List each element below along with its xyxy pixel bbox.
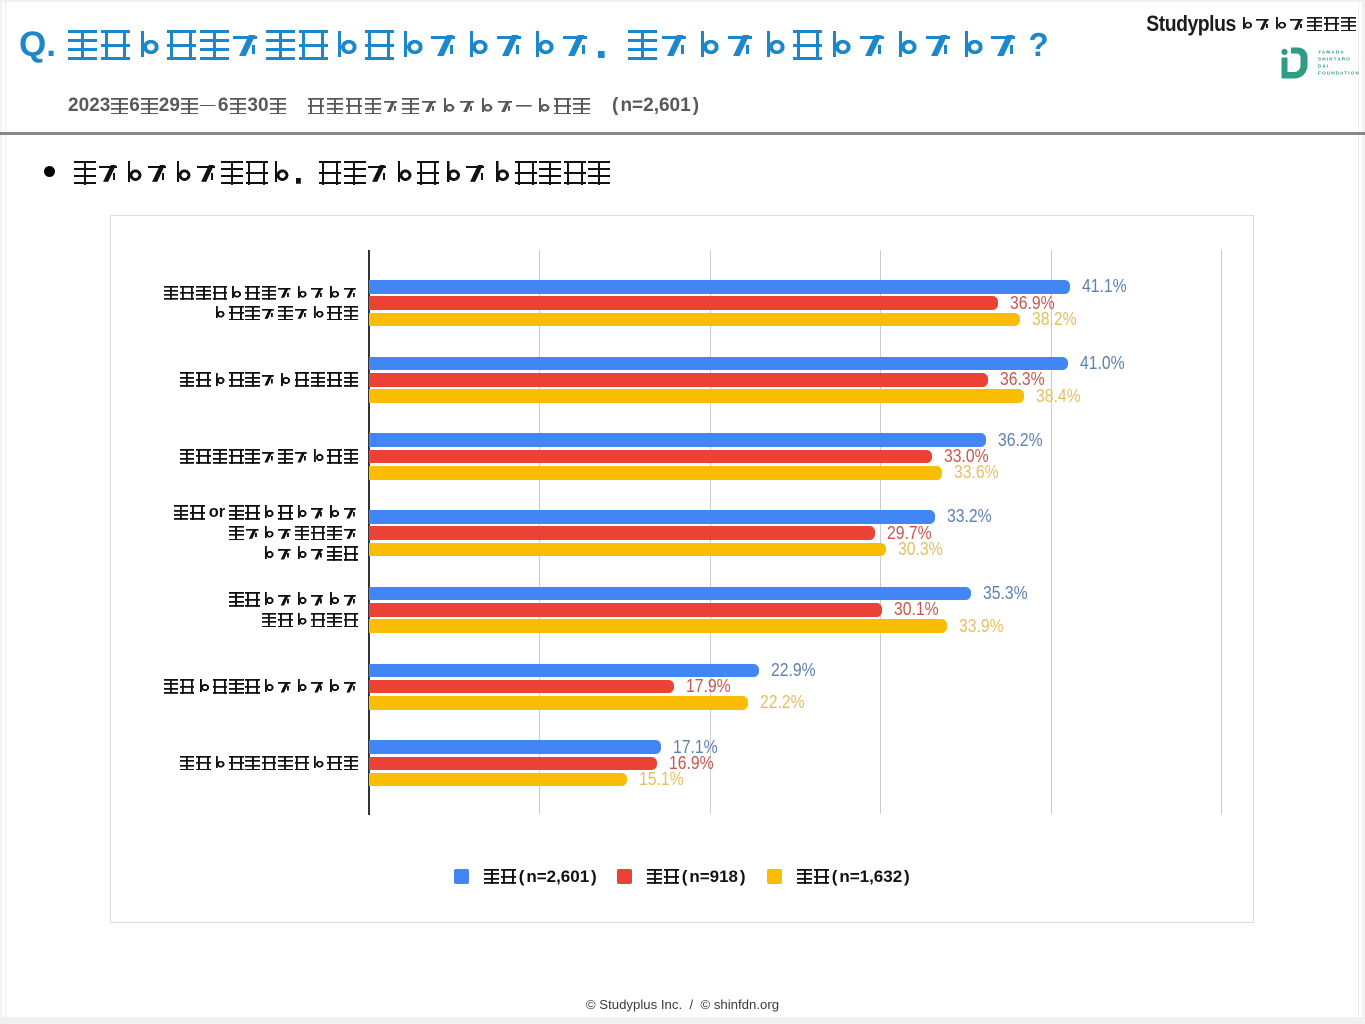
svg-text:FOUNDATION: FOUNDATION — [1318, 71, 1360, 76]
svg-text:D&I: D&I — [1318, 64, 1329, 69]
svg-text:YAMADA: YAMADA — [1318, 50, 1345, 55]
svg-text:SHINTARO: SHINTARO — [1318, 57, 1351, 62]
